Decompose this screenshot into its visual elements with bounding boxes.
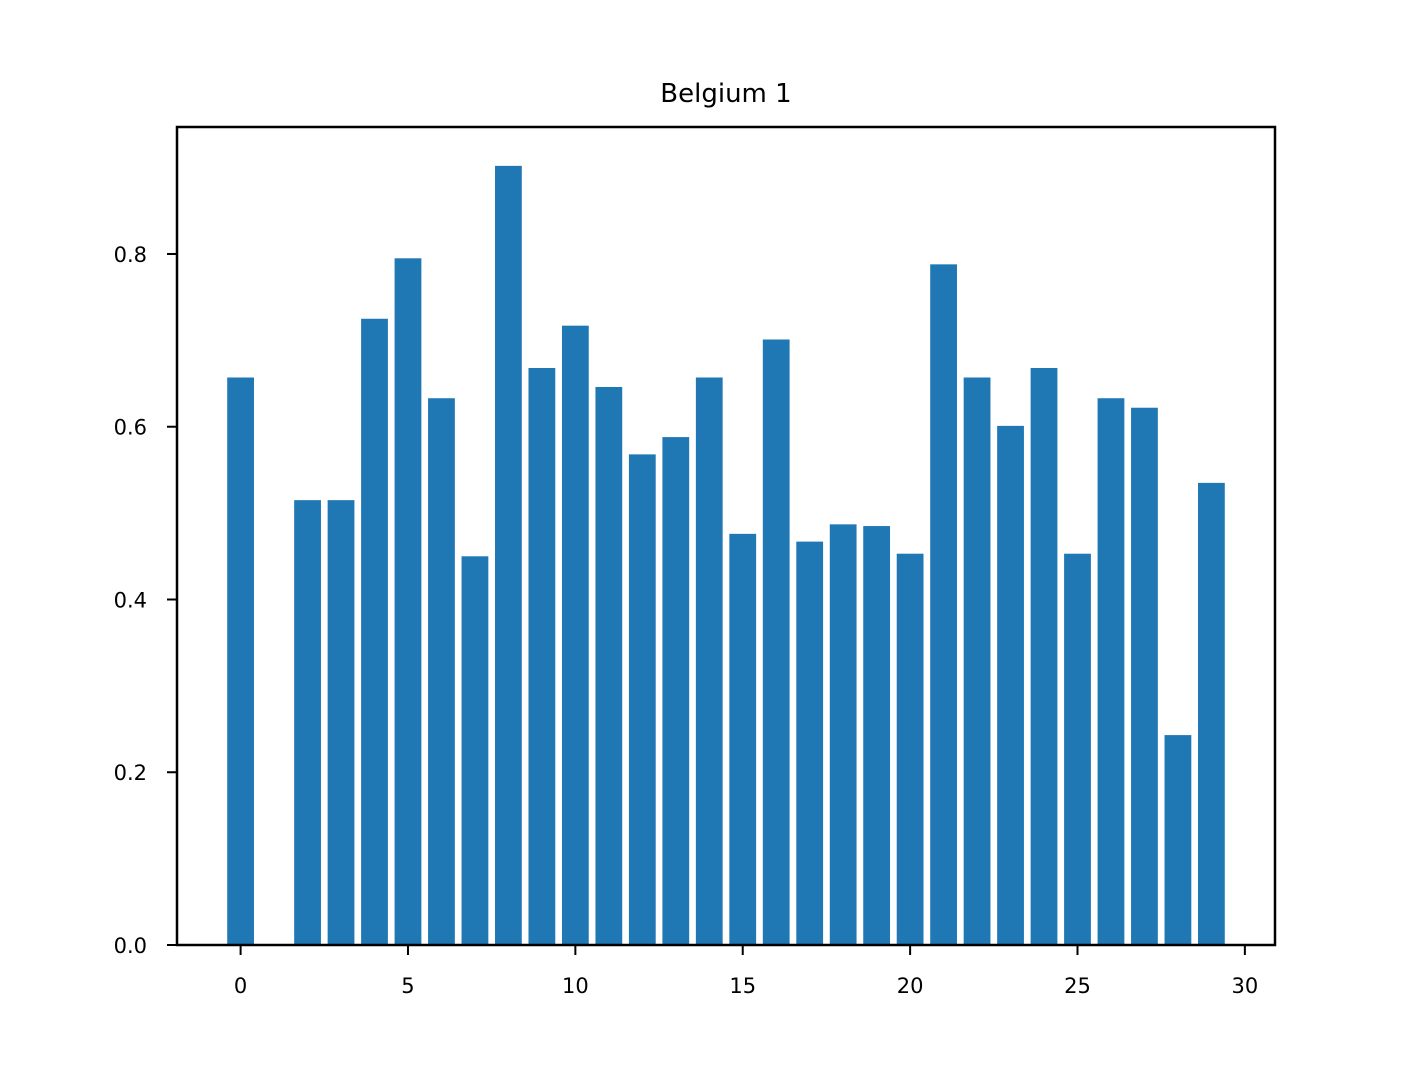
y-tick-label-0.6: 0.6 <box>114 416 147 440</box>
bar-9 <box>528 367 556 945</box>
bar-8 <box>495 165 522 945</box>
bar-7 <box>461 556 489 945</box>
x-tick-label-25: 25 <box>1064 974 1091 998</box>
bar-0 <box>227 377 254 945</box>
bar-4 <box>361 318 388 945</box>
bar-14 <box>695 377 723 945</box>
chart-title: Belgium 1 <box>660 79 791 109</box>
plot-frame <box>175 125 1277 947</box>
bar-13 <box>662 437 690 945</box>
x-tick-label-30: 30 <box>1232 974 1259 998</box>
bar-6 <box>428 398 455 945</box>
x-tick-label-0: 0 <box>234 974 247 998</box>
bar-17 <box>796 541 824 945</box>
bar-3 <box>327 500 355 945</box>
axes-layer: 0 5 10 15 20 25 30 0.0 0.2 0.4 0.6 0.8 <box>114 243 1259 998</box>
bar-5 <box>394 258 422 945</box>
bar-20 <box>896 553 924 945</box>
bar-28 <box>1164 735 1192 945</box>
bar-22 <box>963 377 991 945</box>
bar-18 <box>829 524 857 945</box>
x-tick-label-20: 20 <box>897 974 924 998</box>
y-tick-label-0.4: 0.4 <box>114 588 147 612</box>
bar-25 <box>1064 553 1091 945</box>
bar-26 <box>1097 398 1125 945</box>
bar-27 <box>1131 407 1158 945</box>
x-tick-label-5: 5 <box>401 974 414 998</box>
bar-16 <box>762 339 790 945</box>
bar-12 <box>628 454 656 945</box>
bar-24 <box>1030 367 1058 945</box>
bar-11 <box>595 386 623 945</box>
bar-10 <box>561 325 589 945</box>
bar-19 <box>863 526 891 945</box>
bar-21 <box>930 264 957 945</box>
x-tick-label-15: 15 <box>729 974 756 998</box>
bar-15 <box>729 533 757 945</box>
bar-23 <box>997 425 1024 945</box>
bar-2 <box>294 500 321 945</box>
y-tick-label-0.2: 0.2 <box>114 761 147 785</box>
bars-layer <box>227 165 1225 945</box>
y-tick-label-0.8: 0.8 <box>114 243 147 267</box>
x-tick-label-10: 10 <box>562 974 589 998</box>
y-tick-label-0: 0.0 <box>114 934 147 958</box>
bar-29 <box>1198 482 1225 945</box>
